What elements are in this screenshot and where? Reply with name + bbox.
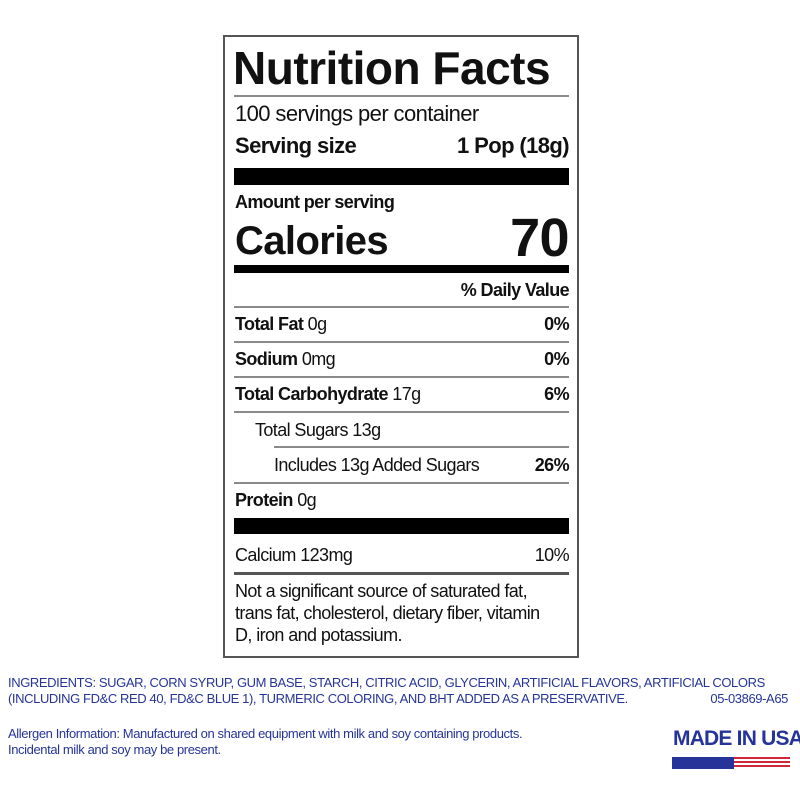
thick-divider bbox=[234, 168, 569, 185]
medium-divider bbox=[234, 265, 569, 273]
label-title: Nutrition Facts bbox=[233, 42, 551, 94]
divider bbox=[234, 341, 569, 343]
nutrient-row-total-carbohydrate: Total Carbohydrate 17g bbox=[235, 384, 421, 404]
daily-value-header: % Daily Value bbox=[460, 280, 570, 300]
footnote: Not a significant source of saturated fa… bbox=[235, 581, 540, 645]
nutrient-row-total-fat: Total Fat 0g bbox=[235, 314, 327, 334]
divider bbox=[234, 306, 569, 308]
dv-total-carbohydrate: 6% bbox=[544, 384, 569, 404]
nutrient-row-total-sugars: Total Sugars 13g bbox=[255, 420, 381, 440]
serving-size-label: Serving size bbox=[235, 133, 357, 158]
allergen-line-2: Incidental milk and soy may be present. bbox=[8, 742, 221, 757]
divider bbox=[234, 95, 569, 97]
allergen-line-1: Allergen Information: Manufactured on sh… bbox=[8, 726, 523, 741]
divider bbox=[234, 482, 569, 484]
ingredients-line-1: INGREDIENTS: SUGAR, CORN SYRUP, GUM BASE… bbox=[8, 675, 765, 690]
calories-value: 70 bbox=[510, 208, 569, 268]
dv-sodium: 0% bbox=[544, 349, 569, 369]
product-code: 05-03869-A65 bbox=[710, 691, 788, 706]
dv-total-fat: 0% bbox=[544, 314, 569, 334]
servings-per-container: 100 servings per container bbox=[235, 101, 479, 126]
divider bbox=[274, 446, 569, 448]
amount-per-serving: Amount per serving bbox=[235, 192, 395, 212]
dv-calcium: 10% bbox=[534, 545, 570, 565]
divider bbox=[234, 376, 569, 378]
divider bbox=[234, 572, 569, 575]
nutrition-facts-label: Nutrition Facts 100 servings per contain… bbox=[223, 35, 579, 658]
serving-size-value: 1 Pop (18g) bbox=[457, 133, 570, 158]
nutrient-row-protein: Protein 0g bbox=[235, 490, 317, 510]
divider bbox=[234, 411, 569, 413]
calories-label: Calories bbox=[235, 219, 389, 263]
nutrient-row-sodium: Sodium 0mg bbox=[235, 349, 336, 369]
nutrient-row-calcium: Calcium 123mg bbox=[235, 545, 353, 565]
dv-added-sugars: 26% bbox=[534, 455, 570, 475]
usa-flag-icon bbox=[672, 757, 790, 769]
nutrient-row-added-sugars: Includes 13g Added Sugars bbox=[274, 455, 480, 475]
ingredients-line-2: (INCLUDING FD&C RED 40, FD&C BLUE 1), TU… bbox=[8, 691, 628, 706]
made-in-usa-text: MADE IN USA bbox=[673, 727, 800, 750]
thick-divider bbox=[234, 518, 569, 534]
